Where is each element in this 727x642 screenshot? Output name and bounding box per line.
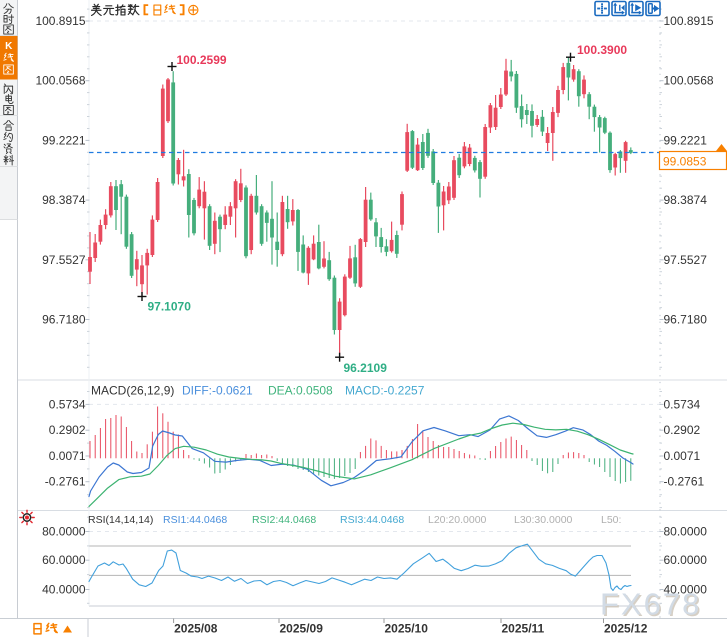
svg-text:98.3874: 98.3874 [664,193,708,207]
svg-text:80.0000: 80.0000 [664,525,708,539]
svg-text:2025/09: 2025/09 [280,622,324,636]
svg-text:0.0071: 0.0071 [49,449,86,463]
svg-text:K: K [5,41,13,52]
svg-text:60.0000: 60.0000 [664,553,708,567]
svg-text:100.2599: 100.2599 [177,53,227,67]
svg-text:L20:20.0000: L20:20.0000 [428,514,487,526]
svg-text:2025/12: 2025/12 [604,622,648,636]
svg-text:100.8915: 100.8915 [664,14,714,28]
svg-text:2025/10: 2025/10 [385,622,429,636]
svg-text:-0.2761: -0.2761 [45,475,86,489]
svg-text:RSI(14,14,14): RSI(14,14,14) [88,514,153,526]
svg-text:97.5527: 97.5527 [664,253,708,267]
svg-text:RSI1:44.0468: RSI1:44.0468 [163,514,227,526]
svg-text:99.0853: 99.0853 [663,155,707,169]
svg-text:60.0000: 60.0000 [42,553,86,567]
svg-text:RSI2:44.0468: RSI2:44.0468 [252,514,316,526]
svg-text:97.5527: 97.5527 [42,253,86,267]
svg-text:80.0000: 80.0000 [42,525,86,539]
svg-text:40.0000: 40.0000 [664,583,708,597]
svg-text:99.2221: 99.2221 [664,133,708,147]
svg-text:DEA:0.0508: DEA:0.0508 [268,384,333,398]
svg-text:0.5734: 0.5734 [664,397,701,411]
svg-text:FX678: FX678 [600,587,701,622]
svg-text:0.2902: 0.2902 [49,423,86,437]
svg-text:96.2109: 96.2109 [344,361,388,375]
svg-text:L50:: L50: [601,514,621,526]
svg-text:-0.2761: -0.2761 [664,475,705,489]
svg-text:100.3900: 100.3900 [577,43,627,57]
svg-text:98.3874: 98.3874 [42,193,86,207]
svg-text:0.2902: 0.2902 [664,423,701,437]
svg-text:100.8915: 100.8915 [35,14,85,28]
svg-text:100.0568: 100.0568 [664,74,714,88]
svg-text:2025/11: 2025/11 [502,622,545,636]
svg-text:FX678: FX678 [602,588,703,623]
svg-text:DIFF:-0.0621: DIFF:-0.0621 [182,384,253,398]
svg-text:96.7180: 96.7180 [664,313,708,327]
svg-text:97.1070: 97.1070 [148,300,192,314]
svg-text:96.7180: 96.7180 [42,313,86,327]
svg-text:L30:30.0000: L30:30.0000 [514,514,573,526]
svg-text:40.0000: 40.0000 [42,583,86,597]
svg-text:2025/08: 2025/08 [174,622,218,636]
svg-text:MACD:-0.2257: MACD:-0.2257 [345,384,425,398]
svg-text:0.5734: 0.5734 [49,397,86,411]
svg-text:RSI3:44.0468: RSI3:44.0468 [340,514,404,526]
svg-text:100.0568: 100.0568 [35,74,85,88]
svg-text:0.0071: 0.0071 [664,449,701,463]
svg-text:99.2221: 99.2221 [42,133,86,147]
svg-text:MACD(26,12,9): MACD(26,12,9) [91,384,174,398]
